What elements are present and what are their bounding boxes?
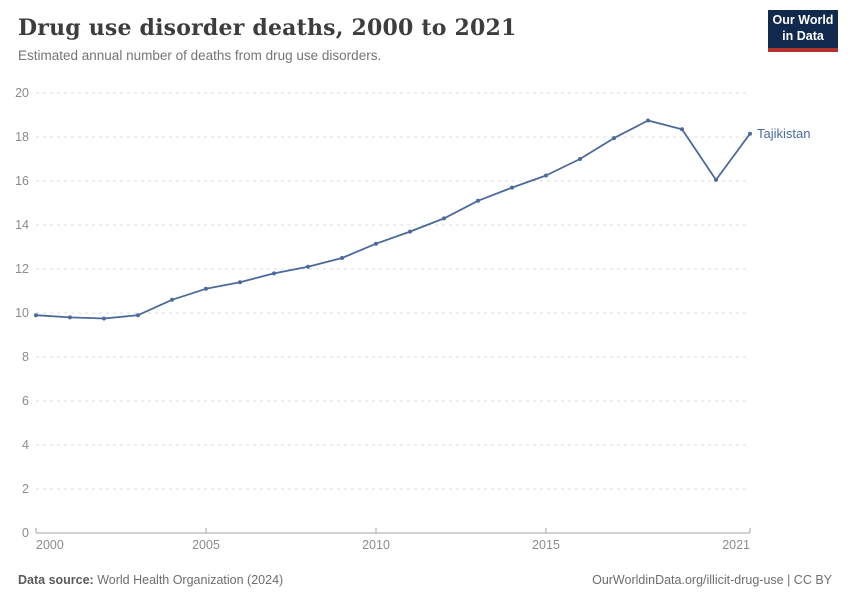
- data-point[interactable]: [204, 286, 208, 291]
- y-tick-label: 4: [22, 438, 29, 452]
- series-line[interactable]: [35, 119, 751, 320]
- data-point[interactable]: [714, 177, 718, 182]
- data-point[interactable]: [578, 157, 582, 161]
- y-tick-label: 10: [15, 306, 29, 320]
- y-tick-label: 0: [22, 526, 29, 540]
- data-point[interactable]: [374, 241, 378, 246]
- data-point[interactable]: [102, 316, 106, 321]
- owid-logo-line1: Our World: [772, 13, 834, 28]
- data-point[interactable]: [510, 185, 514, 190]
- owid-footer-link[interactable]: OurWorldinData.org/illicit-drug-use | CC…: [592, 573, 832, 587]
- data-point[interactable]: [34, 313, 38, 318]
- data-source-text: Data source: World Health Organization (…: [18, 573, 283, 587]
- data-point[interactable]: [612, 136, 616, 141]
- data-point[interactable]: [544, 173, 548, 178]
- data-source-value: World Health Organization (2024): [97, 573, 284, 587]
- series-tajikistan[interactable]: [34, 118, 752, 321]
- data-point[interactable]: [272, 271, 276, 276]
- y-tick-label: 14: [15, 218, 29, 232]
- y-tick-label: 8: [22, 350, 29, 364]
- chart-header: Drug use disorder deaths, 2000 to 2021 E…: [18, 15, 750, 63]
- x-tick-label: 2005: [192, 538, 220, 552]
- data-point[interactable]: [476, 198, 480, 203]
- entity-label[interactable]: Tajikistan: [757, 126, 810, 141]
- owid-logo-line2: in Data: [782, 29, 824, 43]
- data-point[interactable]: [306, 264, 310, 269]
- x-tick-label: 2000: [36, 538, 64, 552]
- data-point[interactable]: [68, 315, 72, 320]
- data-point[interactable]: [340, 256, 344, 260]
- chart-subtitle: Estimated annual number of deaths from d…: [18, 48, 382, 64]
- owid-logo[interactable]: Our World in Data: [768, 10, 838, 52]
- y-gridlines: [36, 92, 750, 534]
- page-title: Drug use disorder deaths, 2000 to 2021: [18, 15, 517, 41]
- y-tick-label: 2: [22, 482, 29, 496]
- data-point[interactable]: [238, 280, 242, 285]
- y-tick-label: 6: [22, 394, 29, 408]
- x-tick-label: 2010: [362, 538, 390, 552]
- x-tick-label: 2015: [532, 538, 560, 552]
- x-axis: 2000 2005 2010 2015 2021: [35, 528, 751, 552]
- data-source-label: Data source:: [18, 573, 94, 587]
- chart-footer: Data source: World Health Organization (…: [18, 573, 832, 587]
- data-point[interactable]: [170, 297, 174, 302]
- data-point[interactable]: [136, 313, 140, 318]
- data-point[interactable]: [646, 118, 650, 123]
- data-point[interactable]: [408, 229, 412, 234]
- x-tick-label: 2021: [722, 538, 750, 552]
- y-tick-label: 12: [15, 262, 29, 276]
- data-point[interactable]: [442, 216, 446, 221]
- y-axis-labels: 0 2 4 6 8 10 12 14 16 18 20: [15, 86, 29, 540]
- y-tick-label: 20: [15, 86, 29, 100]
- y-tick-label: 18: [15, 130, 29, 144]
- data-point[interactable]: [748, 131, 752, 136]
- data-point[interactable]: [680, 127, 684, 132]
- y-tick-label: 16: [15, 174, 29, 188]
